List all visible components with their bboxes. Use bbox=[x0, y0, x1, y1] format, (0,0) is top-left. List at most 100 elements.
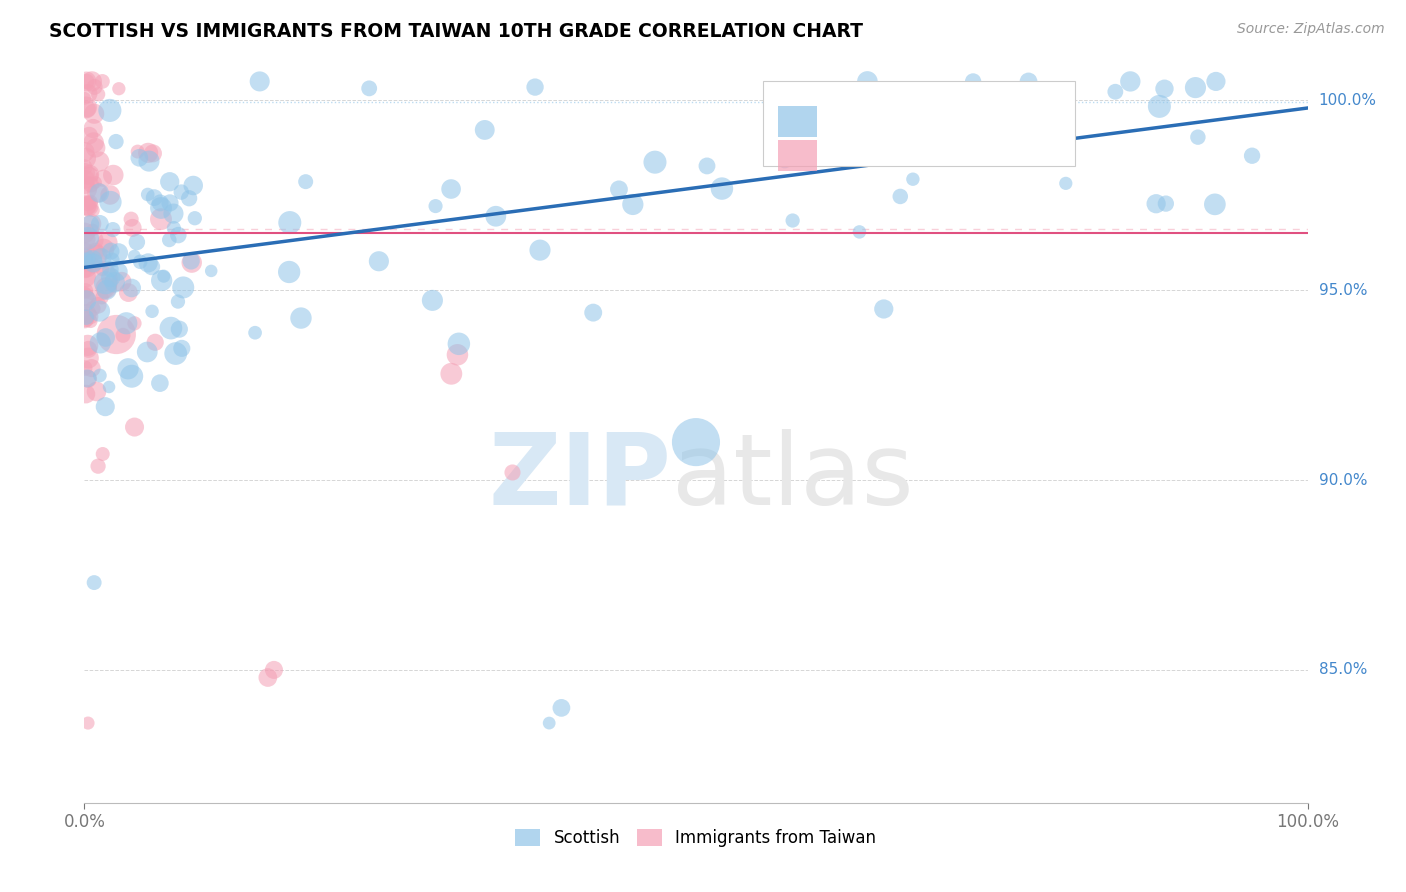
Point bbox=[107, 265, 129, 279]
Point bbox=[76, 261, 98, 276]
Point bbox=[129, 255, 152, 269]
Point bbox=[76, 102, 98, 116]
Point bbox=[1187, 130, 1209, 145]
Point bbox=[75, 252, 97, 266]
Point bbox=[93, 242, 115, 256]
Point bbox=[115, 316, 138, 330]
Point bbox=[136, 345, 159, 359]
Point bbox=[89, 335, 111, 350]
Point bbox=[1018, 74, 1040, 88]
Point bbox=[104, 275, 127, 289]
Point bbox=[89, 217, 111, 231]
Point bbox=[1144, 196, 1167, 211]
Point bbox=[76, 87, 98, 101]
Point bbox=[104, 135, 127, 149]
Point bbox=[98, 103, 121, 118]
Point bbox=[108, 81, 131, 95]
Point bbox=[873, 301, 896, 316]
Point bbox=[550, 701, 572, 715]
Point bbox=[75, 269, 97, 284]
Point bbox=[98, 380, 121, 394]
Point bbox=[136, 187, 159, 202]
FancyBboxPatch shape bbox=[778, 106, 817, 137]
Point bbox=[75, 307, 97, 321]
Point bbox=[149, 376, 172, 391]
Point bbox=[75, 248, 97, 262]
Point bbox=[773, 153, 796, 168]
Point bbox=[100, 194, 122, 209]
Point bbox=[962, 74, 984, 88]
Point bbox=[447, 336, 470, 351]
Point bbox=[105, 327, 128, 342]
Point bbox=[1205, 74, 1227, 88]
Point bbox=[82, 203, 104, 218]
Point bbox=[86, 273, 108, 287]
Point bbox=[440, 182, 463, 196]
Point bbox=[73, 226, 96, 240]
Point bbox=[1054, 177, 1077, 191]
Point bbox=[82, 233, 104, 247]
Point bbox=[149, 195, 172, 210]
Point bbox=[77, 343, 100, 357]
Point bbox=[87, 87, 110, 102]
Point bbox=[142, 146, 165, 161]
Point bbox=[856, 74, 879, 88]
Point bbox=[75, 293, 97, 308]
Point bbox=[76, 231, 98, 245]
Point bbox=[200, 264, 222, 278]
Point bbox=[117, 285, 139, 300]
Point bbox=[96, 281, 118, 295]
Point bbox=[111, 328, 134, 343]
Point bbox=[77, 372, 100, 386]
Text: 100.0%: 100.0% bbox=[1319, 93, 1376, 108]
Point bbox=[136, 256, 159, 270]
Point bbox=[160, 321, 183, 335]
Point bbox=[529, 243, 551, 257]
Point bbox=[80, 361, 103, 376]
Point bbox=[100, 244, 122, 259]
Point bbox=[83, 136, 105, 150]
Point bbox=[87, 298, 110, 312]
Point bbox=[294, 175, 316, 189]
Point bbox=[359, 81, 381, 95]
Point bbox=[76, 254, 98, 268]
Point bbox=[83, 107, 105, 121]
Point bbox=[141, 260, 163, 274]
Point bbox=[125, 235, 148, 249]
Point bbox=[121, 220, 143, 235]
Point bbox=[84, 244, 107, 259]
Point bbox=[422, 293, 444, 308]
Point bbox=[73, 245, 96, 260]
Point bbox=[91, 262, 114, 277]
Point bbox=[73, 178, 96, 192]
Point bbox=[243, 326, 266, 340]
Point bbox=[73, 290, 96, 304]
Point bbox=[136, 145, 159, 160]
Point bbox=[117, 361, 139, 376]
Point bbox=[278, 216, 301, 230]
Point bbox=[474, 123, 496, 137]
Point bbox=[278, 265, 301, 279]
Point bbox=[75, 74, 97, 88]
Point bbox=[538, 716, 561, 731]
Text: SCOTTISH VS IMMIGRANTS FROM TAIWAN 10TH GRADE CORRELATION CHART: SCOTTISH VS IMMIGRANTS FROM TAIWAN 10TH … bbox=[49, 22, 863, 41]
Point bbox=[696, 159, 718, 173]
Point bbox=[90, 252, 112, 266]
Point bbox=[502, 466, 524, 480]
Point bbox=[73, 161, 96, 175]
Text: atlas: atlas bbox=[672, 428, 912, 525]
Point bbox=[103, 168, 125, 182]
Point bbox=[89, 154, 111, 169]
Legend: Scottish, Immigrants from Taiwan: Scottish, Immigrants from Taiwan bbox=[509, 822, 883, 854]
Point bbox=[901, 172, 924, 186]
Point bbox=[143, 191, 166, 205]
Point bbox=[75, 387, 97, 401]
Point bbox=[263, 663, 285, 677]
Point bbox=[1149, 99, 1171, 113]
Point bbox=[1241, 149, 1264, 163]
Point bbox=[75, 264, 97, 278]
Point bbox=[89, 186, 111, 200]
Point bbox=[87, 459, 110, 474]
Point bbox=[76, 199, 98, 213]
Point bbox=[1184, 80, 1206, 95]
